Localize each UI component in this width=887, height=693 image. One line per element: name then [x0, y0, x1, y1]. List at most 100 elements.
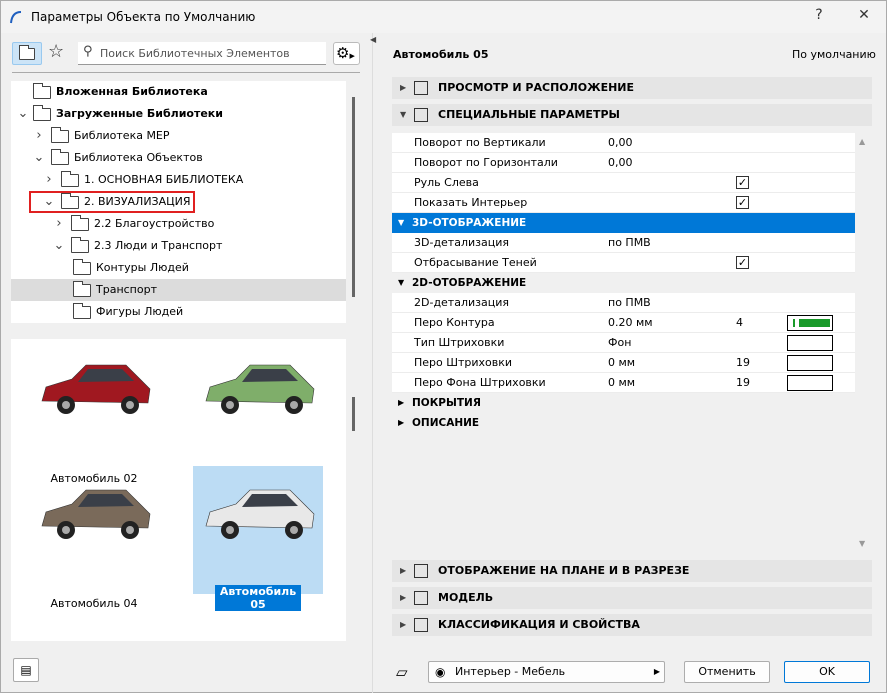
- folder-icon: [61, 193, 79, 209]
- search-input[interactable]: ⚲ Поиск Библиотечных Элементов: [78, 42, 326, 65]
- params-icon: [414, 108, 428, 122]
- expand-chevron-icon[interactable]: ›: [56, 216, 62, 231]
- group-coverings[interactable]: ▶ ПОКРЫТИЯ: [398, 397, 481, 409]
- ok-button[interactable]: OK: [784, 661, 870, 683]
- close-button[interactable]: ✕: [858, 7, 870, 23]
- tree-item-label: Фигуры Людей: [96, 305, 184, 318]
- show-interior-checkbox[interactable]: ✓: [736, 196, 749, 209]
- panel-splitter[interactable]: [372, 33, 373, 693]
- tree-item[interactable]: › 1. ОСНОВНАЯ БИБЛИОТЕКА: [11, 169, 346, 191]
- expand-chevron-icon[interactable]: ›: [46, 172, 52, 187]
- eye-icon: ◉: [435, 665, 446, 679]
- car-image: [205, 364, 315, 414]
- help-button[interactable]: ?: [815, 7, 823, 23]
- tree-item[interactable]: › 2.2 Благоустройство: [11, 213, 346, 235]
- expand-chevron-icon[interactable]: ⌄: [53, 238, 65, 253]
- folder-icon: [71, 215, 89, 231]
- thumbnail-label: Автомобиль 04: [50, 597, 138, 610]
- library-manager-button[interactable]: ▤: [13, 658, 39, 682]
- archicad-logo-icon: [10, 11, 22, 24]
- fill-pen-swatch[interactable]: [787, 355, 833, 371]
- tree-item-label: Библиотека Объектов: [74, 151, 203, 164]
- favorites-star-icon[interactable]: ☆: [48, 41, 65, 62]
- tree-item[interactable]: Транспорт: [11, 279, 346, 301]
- thumbnail-item[interactable]: Автомобиль 03: [193, 341, 323, 485]
- expand-chevron-icon[interactable]: ›: [36, 128, 42, 143]
- thumbnail-label: Автомобиль 02: [50, 472, 138, 485]
- layer-dropdown[interactable]: ◉ Интерьер - Мебель ▶: [428, 661, 665, 683]
- list-icon: [414, 618, 428, 632]
- tree-item-label: Контуры Людей: [96, 261, 189, 274]
- thumbnail-item[interactable]: Автомобиль 02: [29, 341, 159, 485]
- group-2d-display[interactable]: ▼ 2D-ОТОБРАЖЕНИЕ: [398, 277, 527, 289]
- folder-icon: [51, 127, 69, 143]
- fill-type-swatch[interactable]: [787, 335, 833, 351]
- group-description[interactable]: ▶ ОПИСАНИЕ: [398, 417, 480, 429]
- 2d-detail-value[interactable]: по ПМВ: [608, 296, 651, 309]
- tree-item-label: 2.2 Благоустройство: [94, 217, 215, 230]
- car-image: [41, 489, 151, 539]
- folder-icon: [51, 149, 69, 165]
- tree-item-label: Транспорт: [96, 283, 157, 296]
- thumbs-scrollbar[interactable]: [352, 397, 355, 431]
- thumbnail-grid: Автомобиль 02 Автомобиль 03 Автомобиль 04 А…: [11, 339, 346, 641]
- rotation-horizontal-value[interactable]: 0,00: [608, 156, 633, 169]
- tree-item[interactable]: Контуры Людей: [11, 257, 346, 279]
- folder-view-button[interactable]: [12, 42, 42, 65]
- left-steering-checkbox[interactable]: ✓: [736, 176, 749, 189]
- section-model[interactable]: ▶ МОДЕЛЬ: [392, 587, 872, 609]
- tree-item[interactable]: ⌄ 2. ВИЗУАЛИЗАЦИЯ: [11, 191, 346, 213]
- tree-item[interactable]: ⌄ 2.3 Люди и Транспорт: [11, 235, 346, 257]
- group-3d-display[interactable]: ▼ 3D-ОТОБРАЖЕНИЕ: [392, 213, 855, 233]
- folder-icon: [73, 281, 91, 297]
- folder-icon: [73, 303, 91, 319]
- plan-icon: [414, 564, 428, 578]
- tree-item-label: Вложенная Библиотека: [56, 85, 208, 98]
- tree-item[interactable]: ⌄ Библиотека Объектов: [11, 147, 346, 169]
- tree-item[interactable]: › Библиотека MEP: [11, 125, 346, 147]
- collapse-arrow-icon[interactable]: ◀: [370, 35, 377, 44]
- tree-item[interactable]: Вложенная Библиотека: [11, 81, 346, 103]
- tree-item[interactable]: Фигуры Людей: [11, 301, 346, 323]
- cancel-button[interactable]: Отменить: [684, 661, 770, 683]
- contour-pen-swatch[interactable]: [787, 315, 833, 331]
- tree-item-label: Загруженные Библиотеки: [56, 107, 223, 120]
- expand-chevron-icon[interactable]: ⌄: [17, 106, 29, 121]
- params-scrollbar[interactable]: ▲ ▼: [855, 133, 872, 553]
- section-special-params[interactable]: ▼ СПЕЦИАЛЬНЫЕ ПАРАМЕТРЫ: [392, 104, 872, 126]
- title-bar: Параметры Объекта по Умолчанию ? ✕: [1, 1, 886, 33]
- cube-icon: [414, 591, 428, 605]
- folder-icon: [73, 259, 91, 275]
- divider: [12, 72, 360, 73]
- settings-gear-button[interactable]: ⚙▶: [333, 42, 360, 65]
- search-placeholder: Поиск Библиотечных Элементов: [100, 47, 290, 60]
- tree-item-label: 1. ОСНОВНАЯ БИБЛИОТЕКА: [84, 173, 244, 186]
- section-classification[interactable]: ▶ КЛАССИФИКАЦИЯ И СВОЙСТВА: [392, 614, 872, 636]
- library-tree: Вложенная Библиотека ⌄ Загруженные Библиот…: [11, 81, 346, 323]
- section-preview-position[interactable]: ▶ ПРОСМОТР И РАСПОЛОЖЕНИЕ: [392, 77, 872, 99]
- window-title: Параметры Объекта по Умолчанию: [31, 10, 256, 24]
- tree-scrollbar[interactable]: [352, 97, 355, 297]
- library-icon: [33, 83, 51, 99]
- folder-icon: [71, 237, 89, 253]
- expand-chevron-icon[interactable]: ⌄: [43, 194, 55, 209]
- section-plan-section-display[interactable]: ▶ ОТОБРАЖЕНИЕ НА ПЛАНЕ И В РАЗРЕЗЕ: [392, 560, 872, 582]
- tree-item-label: Библиотека MEP: [74, 129, 170, 142]
- 3d-detail-value[interactable]: по ПМВ: [608, 236, 651, 249]
- library-icon: [33, 105, 51, 121]
- car-image: [41, 364, 151, 414]
- tree-item[interactable]: ⌄ Загруженные Библиотеки: [11, 103, 346, 125]
- fill-bg-pen-swatch[interactable]: [787, 375, 833, 391]
- search-icon: ⚲: [83, 44, 93, 59]
- tree-item-label: 2.3 Люди и Транспорт: [94, 239, 223, 252]
- thumbnail-label: Автомобиль 05: [215, 585, 301, 611]
- cast-shadows-checkbox[interactable]: ✓: [736, 256, 749, 269]
- thumbnail-item[interactable]: Автомобиль 05: [193, 466, 323, 611]
- rotation-vertical-value[interactable]: 0,00: [608, 136, 633, 149]
- folder-icon: [61, 171, 79, 187]
- car-image: [205, 489, 315, 539]
- thumbnail-item[interactable]: Автомобиль 04: [29, 466, 159, 610]
- expand-chevron-icon[interactable]: ⌄: [33, 150, 45, 165]
- highlight-box: [29, 191, 195, 213]
